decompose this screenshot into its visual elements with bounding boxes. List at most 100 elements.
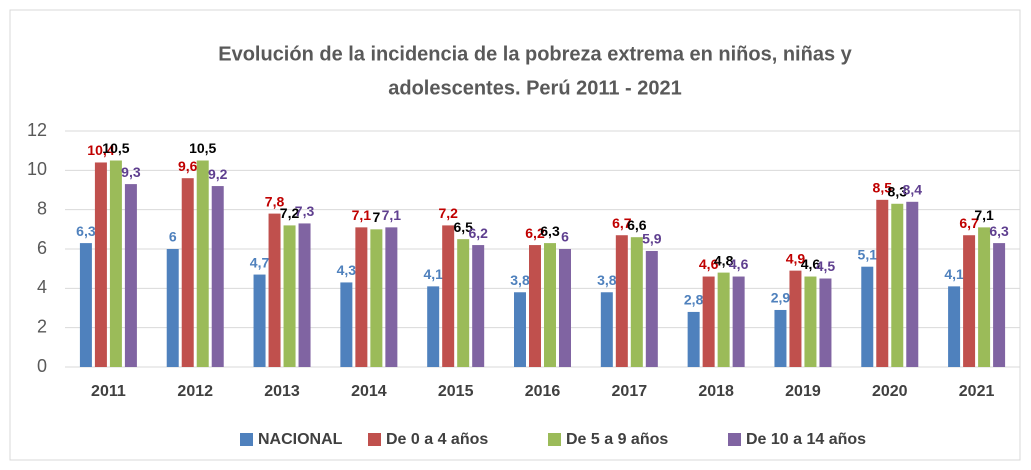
- data-label: 10,5: [189, 140, 216, 156]
- data-label: 4,7: [250, 254, 270, 270]
- x-tick-label: 2016: [525, 383, 561, 400]
- data-label: 4,6: [699, 256, 719, 272]
- x-tick-label: 2014: [351, 383, 387, 400]
- bar: [298, 223, 311, 367]
- bar: [79, 243, 92, 367]
- bar: [385, 227, 398, 367]
- data-label: 2,9: [771, 290, 791, 306]
- legend-swatch: [240, 433, 253, 446]
- bar: [819, 278, 832, 367]
- bar: [978, 227, 991, 367]
- x-tick-label: 2013: [264, 383, 300, 400]
- data-label: 6: [169, 229, 177, 245]
- y-tick-label: 4: [37, 277, 47, 297]
- bar: [370, 229, 383, 367]
- bar: [94, 162, 107, 367]
- legend-swatch: [368, 433, 381, 446]
- x-tick-label: 2012: [177, 383, 213, 400]
- bar: [774, 309, 787, 367]
- data-label: 4,1: [944, 266, 964, 282]
- y-tick-label: 2: [37, 316, 47, 336]
- bar: [514, 292, 526, 367]
- data-label: 6,2: [468, 225, 488, 241]
- data-label: 4,9: [786, 250, 806, 266]
- data-label: 7,1: [382, 207, 402, 223]
- bar: [963, 235, 976, 367]
- bar: [861, 266, 874, 367]
- bar: [457, 239, 470, 367]
- bar: [804, 276, 817, 367]
- bar: [442, 225, 455, 367]
- chart-title: adolescentes. Perú 2011 - 2021: [388, 77, 682, 99]
- data-label: 4,6: [801, 256, 821, 272]
- data-label: 6,7: [612, 215, 632, 231]
- bar: [472, 245, 485, 367]
- data-label: 8,3: [888, 183, 908, 199]
- data-label: 6: [561, 229, 569, 245]
- data-label: 7,8: [265, 193, 285, 209]
- data-label: 5,1: [858, 246, 878, 262]
- data-label: 6,5: [453, 219, 473, 235]
- bar: [717, 272, 730, 367]
- x-tick-label: 2011: [91, 383, 126, 400]
- bar: [166, 249, 179, 367]
- y-tick-label: 0: [37, 356, 47, 376]
- x-tick-label: 2018: [698, 383, 734, 400]
- data-label: 4,8: [714, 252, 734, 268]
- bar: [427, 286, 440, 367]
- bar: [283, 225, 296, 367]
- data-label: 10,5: [102, 140, 129, 156]
- bar: [340, 282, 353, 367]
- bar: [732, 276, 745, 367]
- bar: [789, 270, 802, 367]
- data-label: 3,8: [510, 272, 530, 288]
- data-label: 7: [372, 209, 380, 225]
- data-label: 7,1: [974, 207, 994, 223]
- legend-label: De 10 a 14 años: [746, 431, 866, 448]
- bar: [876, 199, 889, 367]
- data-label: 10,4: [87, 142, 114, 158]
- data-label: 6,3: [76, 223, 96, 239]
- data-label: 4,3: [337, 262, 357, 278]
- data-label: 4,6: [729, 256, 749, 272]
- data-label: 6,2: [525, 225, 545, 241]
- data-label: 7,2: [280, 205, 300, 221]
- data-label: 4,5: [816, 258, 836, 274]
- bar: [993, 243, 1006, 367]
- data-label: 5,9: [642, 231, 662, 247]
- data-label: 9,3: [121, 164, 141, 180]
- bar: [948, 286, 961, 367]
- legend-label: NACIONAL: [258, 431, 343, 448]
- data-label: 7,1: [352, 207, 372, 223]
- bar: [630, 237, 643, 367]
- data-label: 6,3: [989, 223, 1009, 239]
- y-tick-label: 6: [37, 238, 47, 258]
- bar: [253, 274, 266, 367]
- x-tick-label: 2021: [959, 383, 995, 400]
- chart-frame: [9, 9, 1021, 461]
- x-tick-label: 2015: [438, 383, 474, 400]
- data-label: 6,6: [627, 217, 647, 233]
- bar: [559, 249, 571, 367]
- bar: [124, 184, 137, 367]
- bar: [544, 243, 556, 367]
- bar: [615, 235, 628, 367]
- data-label: 8,4: [903, 182, 923, 198]
- legend-swatch: [728, 433, 741, 446]
- data-label: 9,6: [178, 158, 198, 174]
- bar: [211, 186, 224, 367]
- data-label: 9,2: [208, 166, 228, 182]
- x-tick-label: 2020: [872, 383, 908, 400]
- x-tick-label: 2019: [785, 383, 821, 400]
- bar: [181, 178, 194, 367]
- data-label: 6,3: [540, 223, 560, 239]
- y-tick-label: 8: [37, 198, 47, 218]
- bar: [906, 201, 919, 367]
- bar: [687, 311, 700, 367]
- legend-label: De 0 a 4 años: [386, 431, 488, 448]
- data-label: 8,5: [873, 180, 893, 196]
- data-label: 7,3: [295, 203, 315, 219]
- data-label: 6,7: [959, 215, 979, 231]
- data-label: 3,8: [597, 272, 617, 288]
